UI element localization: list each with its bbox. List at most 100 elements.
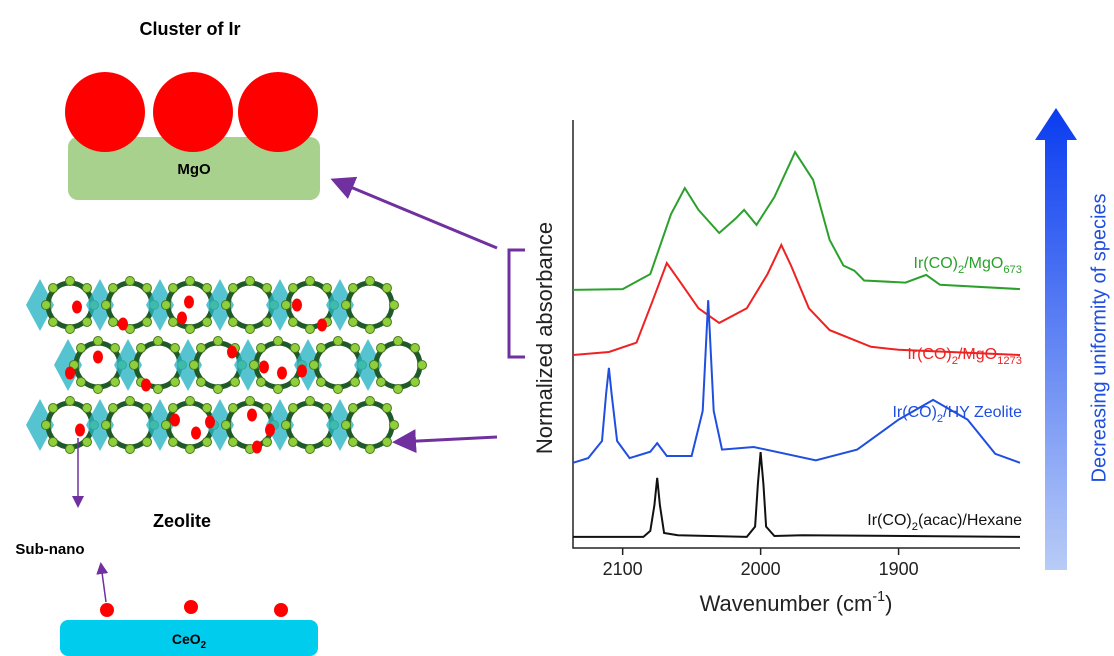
zeolite-atom [130, 361, 139, 370]
zeolite-atom [66, 277, 75, 286]
spectrum-label: Ir(CO)2(acac)/Hexane [867, 512, 1022, 533]
zeolite-atom [310, 361, 319, 370]
zeolite-atom [186, 325, 195, 334]
ir-atom [297, 365, 307, 378]
ir-atom [177, 312, 187, 325]
ir-atom [227, 346, 237, 359]
zeolite-atom [137, 344, 146, 353]
zeolite-atom [82, 437, 91, 446]
spectrum-label: Ir(CO)2/MgO673 [914, 255, 1022, 276]
zeolite-atom [109, 317, 118, 326]
ir-atom [118, 318, 128, 331]
zeolite-atom [49, 317, 58, 326]
zeolite-atom [390, 421, 399, 430]
zeolite-atom [49, 284, 58, 293]
zeolite-atom [322, 404, 331, 413]
x-tick-label: 2000 [741, 559, 781, 579]
zeolite-atom [109, 404, 118, 413]
zeolite-atom [169, 317, 178, 326]
ir-atom [75, 424, 85, 437]
zeolite-atom [126, 397, 135, 406]
trend-label: Decreasing uniformity of species [1088, 193, 1110, 482]
zeolite-atom [42, 301, 51, 310]
text-part: CeO [172, 631, 201, 647]
zeolite-atom [349, 317, 358, 326]
cluster-title: Cluster of Ir [139, 19, 240, 39]
text-part: Ir(CO) [867, 512, 911, 529]
zeolite-atom [366, 277, 375, 286]
zeolite-atom [142, 437, 151, 446]
zeolite-atom [334, 385, 343, 394]
zeolite-atom [370, 361, 379, 370]
zeolite-atom [306, 277, 315, 286]
zeolite-atom [162, 301, 171, 310]
zeolite-atom [110, 377, 119, 386]
zeolite-atom [186, 397, 195, 406]
zeolite-atom [109, 437, 118, 446]
zeolite-atom [317, 377, 326, 386]
zeolite-atom [290, 377, 299, 386]
zeolite-atom [66, 397, 75, 406]
zeolite-atom [102, 421, 111, 430]
text-part: 1273 [997, 355, 1022, 367]
zeolite-atom [142, 284, 151, 293]
text-part: (acac)/Hexane [918, 512, 1022, 529]
ir-atom [100, 603, 114, 617]
link-arrow [398, 437, 497, 442]
subnano-label: Sub-nano [15, 541, 84, 558]
zeolite-atom [154, 385, 163, 394]
zeolite-atom [197, 377, 206, 386]
zeolite-atom [289, 317, 298, 326]
zeolite-atom [202, 284, 211, 293]
zeolite-atom [246, 397, 255, 406]
zeolite-atom [170, 377, 179, 386]
zeolite-atom [410, 344, 419, 353]
y-axis-title: Normalized absorbance [532, 222, 557, 454]
zeolite-label: Zeolite [153, 511, 211, 531]
pointer-arrow [101, 565, 106, 602]
zeolite-atom [289, 284, 298, 293]
zeolite-atom [42, 421, 51, 430]
ir-atom [292, 299, 302, 312]
zeolite-atom [190, 361, 199, 370]
zeolite-atom [382, 317, 391, 326]
zeolite-atom [350, 377, 359, 386]
zeolite-atom [126, 445, 135, 454]
ir-atom [72, 301, 82, 314]
x-axis-title: Wavenumber (cm-1) [700, 589, 893, 616]
zeolite-atom [82, 317, 91, 326]
ir-atom [238, 72, 318, 152]
zeolite-atom [126, 277, 135, 286]
zeolite-atom [366, 397, 375, 406]
zeolite-atom [77, 377, 86, 386]
text-part: 2 [201, 640, 207, 651]
text-part: ) [885, 591, 892, 616]
zeolite-atom [82, 404, 91, 413]
zeolite-atom [282, 421, 291, 430]
x-tick-label: 1900 [879, 559, 919, 579]
zeolite-atom [342, 301, 351, 310]
spectrum-label: Ir(CO)2/HY Zeolite [892, 404, 1022, 425]
ir-atom [265, 424, 275, 437]
zeolite-atom [77, 344, 86, 353]
zeolite-atom [366, 445, 375, 454]
ir-atom [184, 600, 198, 614]
zeolite-atom [162, 421, 171, 430]
zeolite-atom [350, 344, 359, 353]
zeolite-atom [214, 337, 223, 346]
zeolite-atom [418, 361, 427, 370]
zeolite-atom [142, 317, 151, 326]
zeolite-atom [262, 404, 271, 413]
zeolite-atom [222, 301, 231, 310]
spectrum-label: Ir(CO)2/MgO1273 [907, 346, 1022, 367]
zeolite-atom [282, 301, 291, 310]
zeolite-atom [109, 284, 118, 293]
ir-atom [274, 603, 288, 617]
zeolite-atom [349, 284, 358, 293]
zeolite-atom [410, 377, 419, 386]
text-part: 673 [1003, 264, 1022, 276]
ir-atom [317, 319, 327, 332]
ir-atom [259, 361, 269, 374]
zeolite-atom [377, 377, 386, 386]
zeolite-atom [274, 385, 283, 394]
